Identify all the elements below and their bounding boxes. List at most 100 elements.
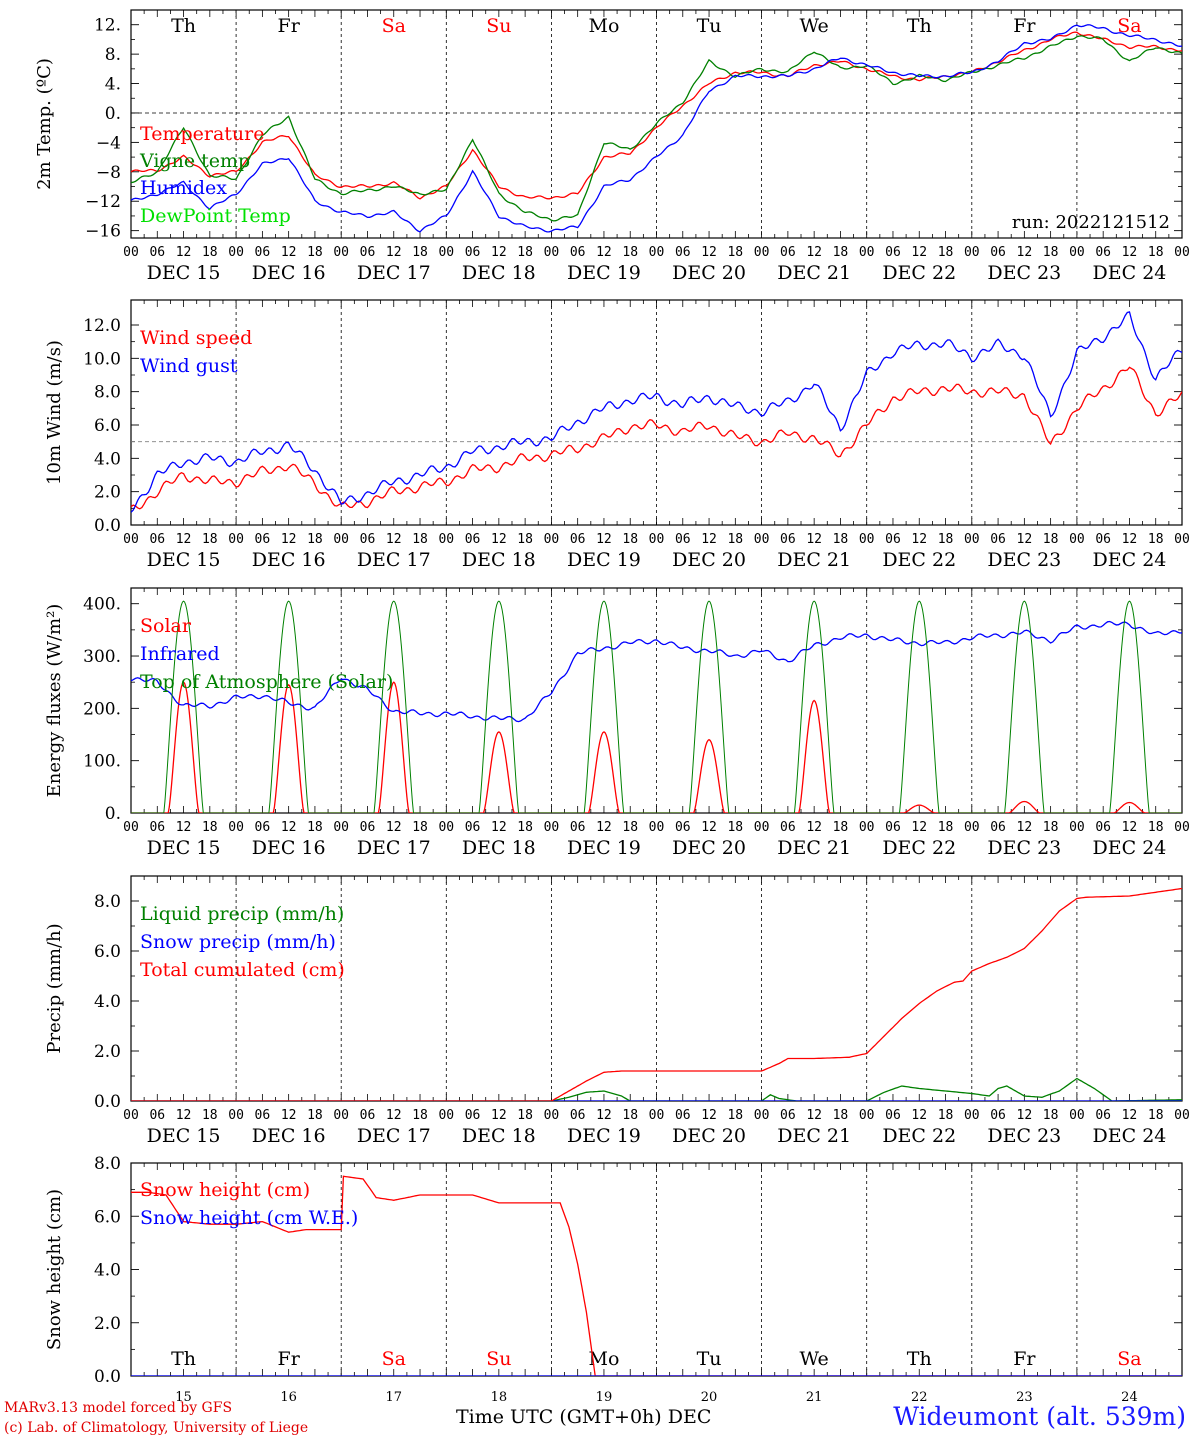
x-hour-label: 18 — [938, 1108, 954, 1123]
x-hour-label: 06 — [885, 245, 901, 260]
x-date-label: DEC 22 — [882, 837, 956, 859]
y-tick-label: 0.0 — [94, 1367, 121, 1387]
x-date-label: DEC 24 — [1093, 837, 1167, 859]
y-tick-label: 6.0 — [94, 416, 121, 436]
x-hour-label: 12 — [1122, 820, 1138, 835]
y-axis-title: Precip (mm/h) — [44, 923, 65, 1053]
x-hour-label: 12 — [1017, 532, 1033, 547]
x-hour-label: 00 — [754, 245, 770, 260]
y-tick-label: 12.0 — [83, 316, 121, 336]
x-hour-label: 00 — [438, 532, 454, 547]
x-hour-label: 00 — [649, 245, 665, 260]
x-hour-label: 12 — [281, 1108, 297, 1123]
series-line-red — [131, 1175, 1182, 1376]
x-date-label: DEC 15 — [147, 1125, 221, 1147]
x-hour-label: 06 — [360, 245, 376, 260]
x-hour-label: 00 — [1174, 245, 1190, 260]
x-date-label: DEC 17 — [357, 837, 431, 859]
x-hour-label: 00 — [544, 245, 560, 260]
x-hour-label: 06 — [780, 245, 796, 260]
x-hour-label: 18 — [202, 532, 218, 547]
legend-top-of-atmosphere-solar: Top of Atmosphere (Solar) — [140, 671, 393, 693]
x-hour-label: 06 — [675, 820, 691, 835]
x-hour-label: 00 — [754, 532, 770, 547]
x-date-label: DEC 21 — [777, 262, 851, 284]
x-hour-label: 18 — [517, 532, 533, 547]
legend-dewpoint-temp: DewPoint Temp — [140, 205, 291, 227]
x-hour-label: 00 — [859, 532, 875, 547]
x-hour-label: 00 — [544, 820, 560, 835]
x-hour-label: 12 — [491, 245, 507, 260]
y-tick-label: 0. — [105, 804, 121, 824]
x-hour-label: 06 — [570, 820, 586, 835]
x-hour-label: 00 — [228, 245, 244, 260]
x-hour-label: 00 — [859, 820, 875, 835]
x-hour-label: 18 — [622, 532, 638, 547]
x-hour-label: 12 — [806, 532, 822, 547]
series-line-blue — [131, 311, 1182, 513]
x-hour-label: 06 — [885, 820, 901, 835]
x-hour-label: 00 — [1069, 245, 1085, 260]
x-date-label: DEC 21 — [777, 549, 851, 571]
day-label: Sa — [382, 1348, 406, 1370]
x-hour-label: 00 — [544, 1108, 560, 1123]
x-hour-label: 18 — [727, 245, 743, 260]
y-tick-label: 4. — [105, 75, 121, 95]
x-hour-label: 00 — [123, 1108, 139, 1123]
x-hour-label: 12 — [176, 820, 192, 835]
x-hour-label: 00 — [649, 1108, 665, 1123]
legend-solar: Solar — [140, 615, 192, 637]
x-hour-label: 18 — [517, 1108, 533, 1123]
day-label: Sa — [1117, 15, 1141, 37]
x-hour-label: 12 — [1122, 1108, 1138, 1123]
x-date-label: DEC 17 — [357, 1125, 431, 1147]
x-hour-label: 06 — [570, 245, 586, 260]
x-hour-label: 12 — [701, 532, 717, 547]
x-hour-label: 12 — [911, 1108, 927, 1123]
x-hour-label: 18 — [307, 532, 323, 547]
x-hour-label: 18 — [412, 245, 428, 260]
x-hour-label: 12 — [491, 820, 507, 835]
x-date-label: DEC 17 — [357, 549, 431, 571]
x-hour-label: 12 — [1017, 245, 1033, 260]
y-tick-label: 2.0 — [94, 1042, 121, 1062]
x-hour-label: 12 — [911, 532, 927, 547]
y-axis-title: Snow height (cm) — [44, 1189, 65, 1350]
legend-infrared: Infrared — [140, 643, 220, 665]
legend-vigne-temp: Vigne temp — [139, 150, 250, 172]
x-hour-label: 00 — [1174, 532, 1190, 547]
x-hour-label: 18 — [727, 820, 743, 835]
x-hour-label: 06 — [780, 820, 796, 835]
x-date-label: DEC 23 — [987, 837, 1061, 859]
day-number: 19 — [596, 1390, 613, 1405]
x-hour-label: 00 — [123, 532, 139, 547]
x-hour-label: 12 — [281, 532, 297, 547]
day-number: 18 — [491, 1390, 508, 1405]
x-hour-label: 12 — [596, 1108, 612, 1123]
x-hour-label: 06 — [1095, 1108, 1111, 1123]
x-date-label: DEC 24 — [1093, 262, 1167, 284]
x-hour-label: 18 — [622, 1108, 638, 1123]
x-hour-label: 12 — [806, 245, 822, 260]
series-line-green — [131, 600, 1182, 813]
x-hour-label: 00 — [754, 1108, 770, 1123]
x-hour-label: 18 — [727, 1108, 743, 1123]
legend-snow-height-cm-w-e: Snow height (cm W.E.) — [140, 1207, 358, 1229]
x-hour-label: 00 — [649, 820, 665, 835]
x-hour-label: 06 — [885, 532, 901, 547]
x-hour-label: 00 — [754, 820, 770, 835]
x-date-label: DEC 23 — [987, 549, 1061, 571]
x-hour-label: 18 — [307, 1108, 323, 1123]
x-hour-label: 18 — [517, 820, 533, 835]
x-date-label: DEC 20 — [672, 549, 746, 571]
x-hour-label: 06 — [465, 245, 481, 260]
x-hour-label: 00 — [438, 820, 454, 835]
series-group — [131, 1175, 1182, 1376]
day-label: Sa — [382, 15, 406, 37]
x-hour-label: 12 — [386, 820, 402, 835]
day-number: 15 — [175, 1390, 192, 1405]
y-tick-label: 100. — [83, 752, 121, 772]
panel-2: 0.0 2.0 4.0 6.0 8.0 10.0 12.0 10m Wind (m/s) 00 0… — [44, 299, 1190, 571]
day-label: Mo — [588, 15, 619, 37]
y-tick-label: 200. — [83, 699, 121, 719]
